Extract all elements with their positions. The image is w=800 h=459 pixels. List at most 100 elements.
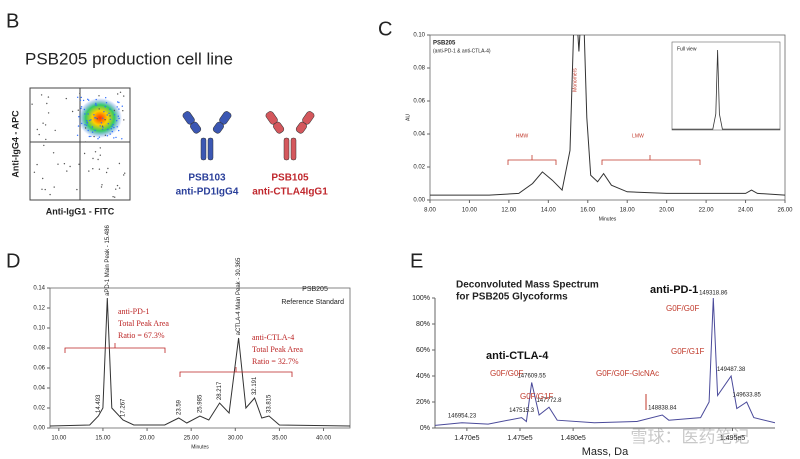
- y-tick-label: 0.00: [413, 198, 425, 204]
- x-tick-label: 16.00: [580, 208, 596, 214]
- cell-dot: [124, 172, 126, 174]
- cell-dot: [94, 117, 96, 119]
- annotation: G0F/G1F: [671, 347, 704, 356]
- x-tick-label: 25.00: [184, 436, 200, 442]
- y-tick-label: 0.00: [33, 426, 45, 432]
- cell-dot: [71, 110, 74, 113]
- y-tick-label: 0.06: [413, 99, 425, 105]
- chart-subtitle: Reference Standard: [281, 299, 344, 306]
- fc-stem: [283, 137, 290, 161]
- peak-label: 148838.84: [648, 406, 677, 412]
- cell-dot: [119, 91, 122, 94]
- cell-dot: [85, 124, 88, 127]
- cell-dot: [82, 99, 85, 102]
- cell-dot: [116, 184, 119, 187]
- cell-dot: [118, 117, 120, 120]
- y-tick-label: 60%: [416, 347, 430, 354]
- cell-dot: [116, 106, 118, 108]
- cell-dot: [90, 119, 92, 121]
- cell-dot: [121, 138, 123, 140]
- cell-dot: [83, 152, 86, 155]
- cell-dot: [109, 115, 111, 117]
- cell-dot: [84, 124, 86, 126]
- x-tick-label: 10.00: [462, 208, 478, 214]
- fc-stem: [290, 137, 297, 161]
- cell-dot: [47, 96, 50, 98]
- x-tick-label: 10.00: [51, 436, 67, 442]
- cell-dot: [107, 167, 109, 170]
- x-tick-label: 1.470e5: [454, 435, 479, 442]
- x-tick-label: 40.00: [316, 436, 332, 442]
- series-line: [50, 297, 350, 427]
- cell-dot: [101, 125, 104, 127]
- y-axis-label: Anti-IgG4 - APC: [10, 110, 20, 178]
- cell-dot: [84, 127, 87, 129]
- annotation: anti-CTLA-4: [252, 333, 294, 342]
- chart-title: Deconvoluted Mass Spectrum: [456, 280, 599, 291]
- cell-dot: [101, 128, 104, 131]
- fc-stem: [207, 137, 214, 161]
- cell-dot: [93, 114, 95, 116]
- cell-dot: [44, 124, 47, 126]
- cell-dot: [87, 129, 89, 132]
- cell-dot: [47, 112, 50, 114]
- y-tick-label: 0.08: [413, 66, 425, 72]
- cell-dot: [94, 129, 96, 132]
- cell-dot: [36, 128, 38, 131]
- cell-dot: [101, 184, 103, 186]
- annotation: G0F/G0F-GlcNAc: [596, 369, 659, 378]
- cell-dot: [123, 174, 125, 176]
- bracket: [64, 347, 166, 353]
- cell-dot: [118, 108, 120, 110]
- cell-dot: [41, 188, 43, 190]
- cell-dot: [95, 98, 97, 101]
- peak-label: 146954.23: [448, 413, 477, 419]
- cell-dot: [115, 136, 117, 139]
- cell-dot: [94, 104, 97, 106]
- peak-label: aPD-1 Main Peak - 15.486: [105, 225, 111, 296]
- x-tick-label: 14.00: [541, 208, 557, 214]
- cell-dot: [86, 122, 89, 124]
- cell-dot: [118, 101, 120, 104]
- x-tick-label: 18.00: [620, 208, 636, 214]
- cell-dot: [38, 133, 40, 136]
- x-tick-label: 1.475e5: [507, 435, 532, 442]
- peak-label: 32.191: [252, 376, 258, 395]
- chart-title: for PSB205 Glycoforms: [456, 292, 568, 303]
- y-tick-label: 40%: [416, 373, 430, 380]
- fab-arm: [190, 121, 202, 134]
- x-tick-label: 26.00: [777, 208, 793, 214]
- inset-line: [672, 49, 780, 130]
- cell-dot: [99, 147, 102, 149]
- cell-dot: [117, 101, 119, 103]
- flow-plot: [29, 87, 131, 201]
- bracket: [507, 159, 557, 165]
- cell-dot: [109, 118, 112, 121]
- cell-dot: [92, 157, 94, 160]
- x-tick-label: 20.00: [140, 436, 156, 442]
- x-tick-label: 1.480e5: [560, 435, 585, 442]
- cell-dot: [77, 109, 80, 111]
- cell-dot: [77, 125, 80, 127]
- cell-dot: [99, 125, 101, 127]
- cell-dot: [104, 106, 107, 108]
- cell-dot: [110, 128, 113, 130]
- x-tick-label: 20.00: [659, 208, 675, 214]
- cell-dot: [113, 137, 115, 139]
- watermark: 雪球：医药笔记: [631, 427, 750, 446]
- cell-dot: [80, 106, 83, 108]
- cell-dot: [49, 193, 51, 196]
- density-blob: [78, 98, 122, 138]
- cell-dot: [99, 154, 102, 156]
- cell-dot: [105, 171, 108, 174]
- cell-dot: [86, 120, 88, 122]
- cell-dot: [96, 118, 98, 120]
- peak-label: 25.985: [197, 394, 203, 413]
- cell-dot: [123, 95, 125, 97]
- y-tick-label: 0.10: [413, 33, 425, 39]
- y-tick-label: 100%: [412, 295, 430, 302]
- cell-dot: [91, 131, 94, 133]
- cell-dot: [83, 108, 86, 111]
- plot-frame: [49, 287, 351, 429]
- cell-dot: [78, 116, 80, 118]
